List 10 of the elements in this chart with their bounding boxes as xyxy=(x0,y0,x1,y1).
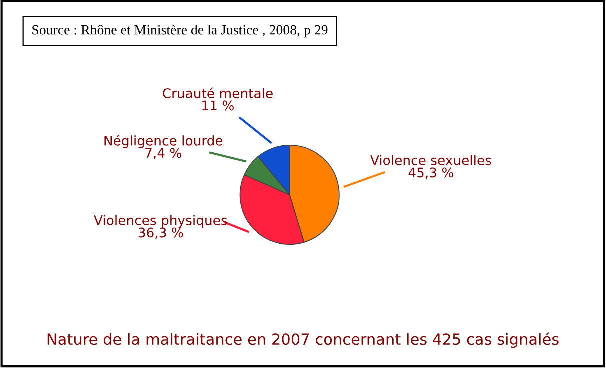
source-note: Source : Rhône et Ministère de la Justice , 2008, p 29 xyxy=(32,24,328,38)
text: Nature de la maltraitance en 2007 concernant les 425 cas signalés xyxy=(48,332,559,348)
data-label: 45,3 % xyxy=(408,168,454,180)
slice-label: Cruauté mentale xyxy=(163,88,273,98)
slice-label: Négligence lourde xyxy=(104,135,223,148)
data-label: 7,4 % xyxy=(146,148,182,160)
slice-label: Violence sexuelles xyxy=(370,155,492,166)
data-label: 36,3 % xyxy=(138,228,184,240)
slice-label: Violences physiques xyxy=(94,215,228,228)
data-label: 11 % xyxy=(202,100,234,111)
